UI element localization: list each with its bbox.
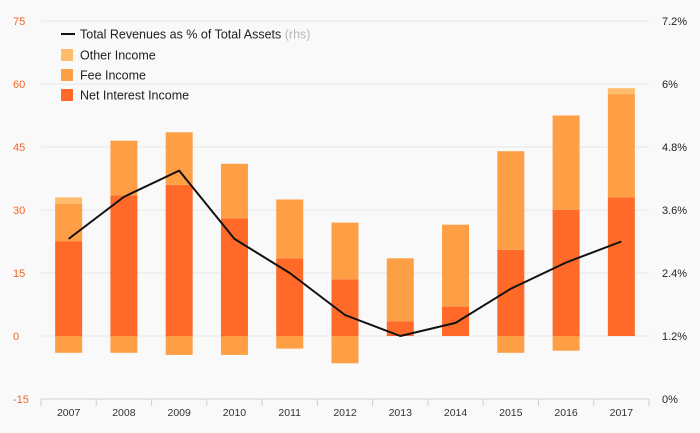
- x-tick-label: 2012: [333, 407, 357, 419]
- bar-net-interest-income: [276, 258, 304, 336]
- legend-swatch-fee-income: [61, 69, 73, 81]
- legend: Total Revenues as % of Total Assets (rhs…: [61, 28, 310, 103]
- bar-net-interest-income: [386, 321, 414, 336]
- bar-net-interest-income: [552, 210, 580, 336]
- bar-other-income: [607, 88, 635, 95]
- legend-swatch-net-interest-income: [61, 89, 73, 101]
- legend-swatch-other-income: [61, 49, 73, 61]
- bars: [55, 88, 635, 364]
- axes: -15 0 15 30 45 60 75 0% 1.2% 2.4% 3.6% 4.8% 6% 7.2% 20…: [13, 16, 687, 419]
- line-series: [68, 169, 622, 337]
- bar-fee-income: [442, 224, 470, 307]
- bar-fee-income-negative: [55, 336, 83, 353]
- y-right-tick-label: 3.6%: [662, 205, 687, 217]
- y-right-tick-label: 0%: [662, 394, 678, 406]
- bar-fee-income: [331, 222, 359, 280]
- bar-net-interest-income: [607, 197, 635, 336]
- y-left-tick-label: 45: [13, 142, 25, 154]
- y-left-tick-label: 60: [13, 79, 25, 91]
- x-tick-label: 2016: [554, 407, 578, 419]
- bar-fee-income: [165, 132, 193, 185]
- y-left-tick-label: -15: [13, 394, 29, 406]
- bar-fee-income-negative: [165, 336, 193, 355]
- bar-fee-income: [220, 163, 248, 219]
- bar-fee-income-negative: [276, 336, 304, 349]
- bar-net-interest-income: [220, 218, 248, 336]
- bar-other-income: [55, 197, 83, 204]
- bar-net-interest-income: [497, 249, 525, 336]
- bar-fee-income-negative: [497, 336, 525, 353]
- grid: [41, 20, 649, 337]
- bar-fee-income: [110, 140, 138, 196]
- x-tick-label: 2009: [168, 407, 192, 419]
- x-tick-label: 2011: [278, 407, 301, 419]
- bar-fee-income: [276, 199, 304, 259]
- y-right-tick-label: 1.2%: [662, 331, 687, 343]
- legend-label-other-income: Other Income: [80, 49, 156, 63]
- bar-net-interest-income: [442, 306, 470, 336]
- y-left-tick-label: 75: [13, 16, 25, 28]
- bar-net-interest-income: [165, 184, 193, 336]
- bar-fee-income: [497, 151, 525, 250]
- y-left-tick-label: 0: [13, 331, 19, 343]
- y-left-tick-label: 15: [13, 268, 25, 280]
- x-tick-label: 2010: [223, 407, 247, 419]
- bar-net-interest-income: [55, 241, 83, 336]
- bar-fee-income-negative: [110, 336, 138, 353]
- bar-fee-income: [552, 115, 580, 210]
- y-left-tick-label: 30: [13, 205, 25, 217]
- x-tick-label: 2013: [389, 407, 413, 419]
- y-right-tick-label: 6%: [662, 79, 678, 91]
- x-tick-label: 2015: [499, 407, 523, 419]
- line-total-revenues-pct-assets: [68, 169, 622, 337]
- bar-fee-income: [55, 203, 83, 242]
- x-tick-label: 2017: [610, 407, 634, 419]
- y-right-tick-label: 4.8%: [662, 142, 687, 154]
- legend-label-net-interest-income: Net Interest Income: [80, 89, 189, 103]
- bar-fee-income-negative: [331, 336, 359, 364]
- x-tick-label: 2014: [444, 407, 468, 419]
- y-right-tick-label: 7.2%: [662, 16, 687, 28]
- legend-label-fee-income: Fee Income: [80, 69, 146, 83]
- y-right-tick-label: 2.4%: [662, 268, 687, 280]
- bar-net-interest-income: [110, 195, 138, 336]
- x-tick-label: 2007: [57, 407, 81, 419]
- bar-fee-income: [607, 94, 635, 198]
- bar-fee-income-negative: [552, 336, 580, 351]
- legend-line-label: Total Revenues as % of Total Assets (rhs…: [80, 28, 310, 42]
- bar-fee-income: [386, 258, 414, 322]
- bar-fee-income-negative: [220, 336, 248, 355]
- x-tick-label: 2008: [112, 407, 136, 419]
